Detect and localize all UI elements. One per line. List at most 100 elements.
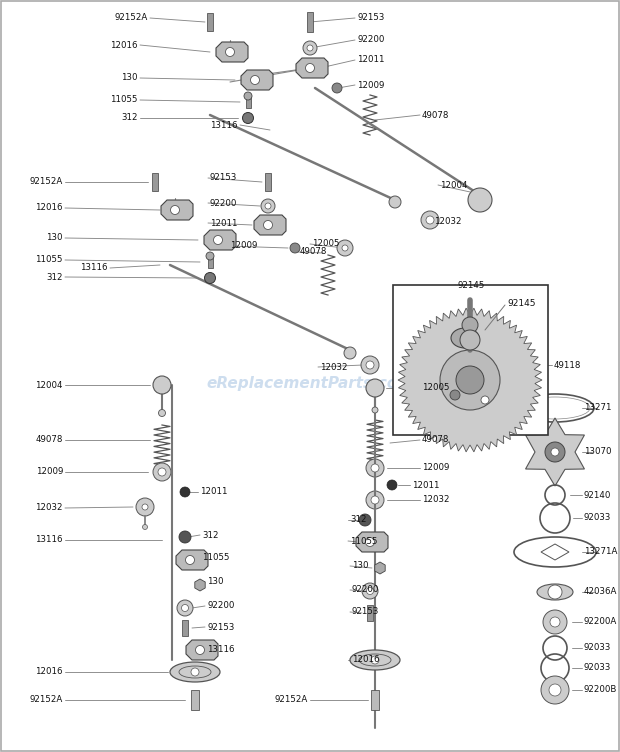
Polygon shape	[161, 200, 193, 220]
Text: 13116: 13116	[35, 535, 63, 544]
Circle shape	[366, 459, 384, 477]
Text: 92145: 92145	[507, 299, 536, 308]
Text: 130: 130	[46, 234, 63, 242]
Circle shape	[265, 203, 271, 209]
Circle shape	[177, 600, 193, 616]
Circle shape	[261, 199, 275, 213]
Circle shape	[421, 211, 439, 229]
Circle shape	[371, 496, 379, 504]
Polygon shape	[356, 532, 388, 552]
Circle shape	[244, 92, 252, 100]
Text: 312: 312	[46, 272, 63, 281]
Circle shape	[337, 240, 353, 256]
Circle shape	[362, 583, 378, 599]
Bar	[191, 690, 199, 710]
Circle shape	[136, 498, 154, 516]
Text: 130: 130	[207, 578, 223, 587]
Text: 92033: 92033	[584, 514, 611, 523]
Text: 11055: 11055	[202, 553, 229, 562]
Polygon shape	[254, 215, 286, 235]
Bar	[265, 173, 271, 191]
Text: 92200: 92200	[352, 586, 379, 595]
Circle shape	[372, 407, 378, 413]
Polygon shape	[216, 42, 248, 62]
Text: 92200: 92200	[357, 35, 384, 44]
Text: 92033: 92033	[584, 663, 611, 672]
Circle shape	[545, 442, 565, 462]
Circle shape	[158, 468, 166, 476]
Circle shape	[460, 330, 480, 350]
Circle shape	[550, 617, 560, 627]
Circle shape	[143, 524, 148, 529]
Circle shape	[366, 538, 374, 547]
Text: 12005: 12005	[422, 384, 450, 393]
Bar	[371, 690, 379, 710]
Text: 312: 312	[350, 516, 366, 524]
Circle shape	[191, 668, 199, 676]
Text: 92152A: 92152A	[275, 696, 308, 705]
Polygon shape	[296, 58, 328, 78]
Text: eReplacementParts.com: eReplacementParts.com	[206, 376, 414, 391]
Text: 49118: 49118	[554, 360, 582, 369]
Text: 13116: 13116	[81, 263, 108, 272]
Text: 312: 312	[122, 114, 138, 123]
Circle shape	[182, 605, 188, 611]
Text: 12011: 12011	[412, 481, 440, 490]
Circle shape	[359, 514, 371, 526]
Circle shape	[551, 448, 559, 456]
Text: 92153: 92153	[357, 14, 384, 23]
Circle shape	[426, 216, 434, 224]
Circle shape	[344, 347, 356, 359]
Text: 12011: 12011	[210, 219, 237, 228]
Circle shape	[361, 356, 379, 374]
Circle shape	[195, 645, 205, 654]
Circle shape	[303, 41, 317, 55]
Circle shape	[456, 366, 484, 394]
Polygon shape	[176, 550, 208, 570]
Bar	[182, 620, 188, 636]
Polygon shape	[526, 418, 585, 486]
Circle shape	[226, 47, 234, 56]
Text: 130: 130	[122, 74, 138, 83]
Circle shape	[180, 487, 190, 497]
Text: 12016: 12016	[35, 204, 63, 213]
Ellipse shape	[350, 650, 400, 670]
Text: 13116: 13116	[207, 645, 234, 654]
Text: 12016: 12016	[110, 41, 138, 50]
Bar	[207, 13, 213, 31]
Bar	[152, 173, 158, 191]
Text: 92145: 92145	[457, 280, 484, 290]
Text: 13116: 13116	[211, 120, 238, 129]
Circle shape	[366, 587, 373, 595]
Text: 13271A: 13271A	[584, 547, 618, 556]
Text: 92200B: 92200B	[584, 686, 618, 695]
Ellipse shape	[451, 328, 479, 348]
Text: 92200: 92200	[207, 602, 234, 611]
Text: 13070: 13070	[584, 447, 611, 456]
Text: 12032: 12032	[422, 496, 450, 505]
Bar	[367, 605, 373, 621]
Circle shape	[371, 464, 379, 472]
Circle shape	[481, 396, 489, 404]
Text: 42036A: 42036A	[584, 587, 618, 596]
Text: 12004: 12004	[35, 381, 63, 390]
Circle shape	[242, 113, 254, 123]
Bar	[307, 12, 313, 32]
Text: 130: 130	[352, 562, 368, 571]
Circle shape	[159, 410, 166, 417]
Text: 49078: 49078	[422, 435, 450, 444]
Circle shape	[462, 317, 478, 333]
Circle shape	[206, 252, 214, 260]
Text: 92153: 92153	[352, 608, 379, 617]
Circle shape	[332, 83, 342, 93]
Polygon shape	[375, 562, 385, 574]
Circle shape	[306, 63, 314, 72]
Bar	[246, 96, 250, 108]
Circle shape	[541, 676, 569, 704]
Text: 12009: 12009	[422, 463, 450, 472]
Text: 12009: 12009	[357, 80, 384, 89]
Circle shape	[387, 480, 397, 490]
Text: 49078: 49078	[300, 247, 327, 256]
Text: 12005: 12005	[312, 239, 340, 248]
Circle shape	[205, 272, 216, 284]
